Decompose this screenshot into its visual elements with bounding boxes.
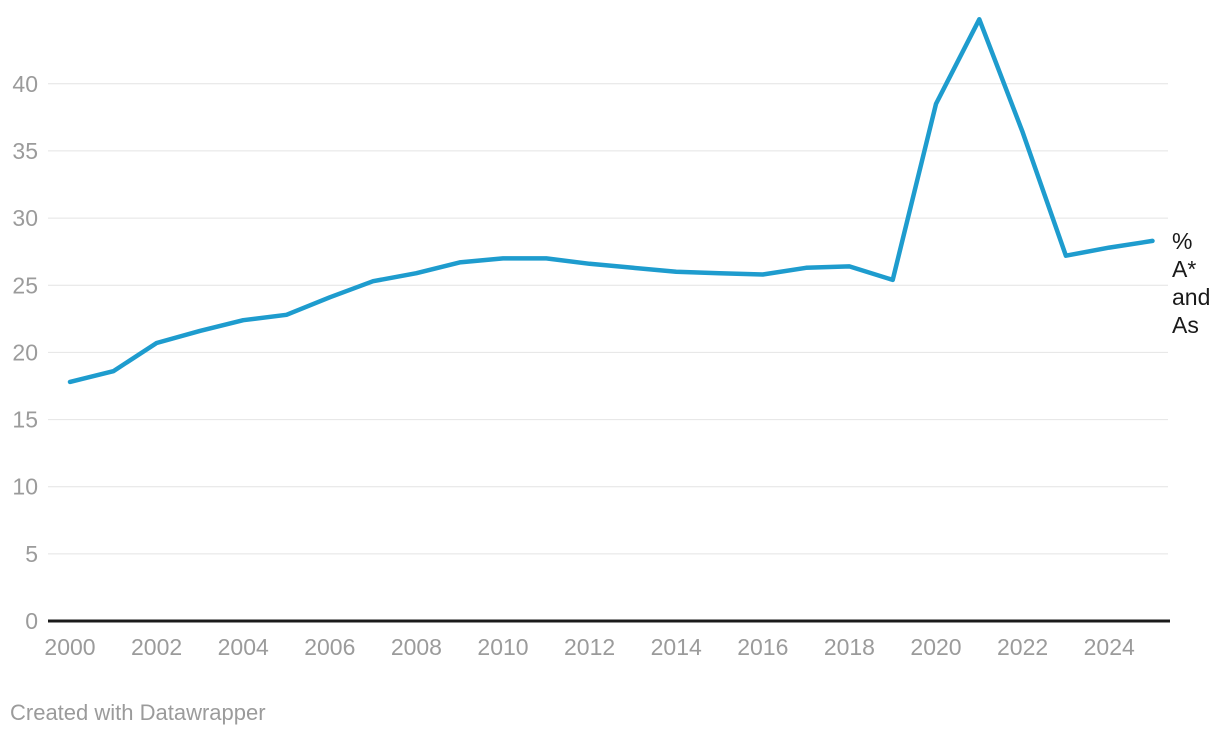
line-chart-canvas: 0 5 10 15 20 25 30 35 40 2000 2002 2004 2006 2008 201… xyxy=(12,17,1210,660)
x-axis-tick-label: 2000 xyxy=(44,634,95,660)
series-label-line: and xyxy=(1172,284,1210,310)
x-axis-labels: 2000 2002 2004 2006 2008 2010 2012 2014 2016 2018… xyxy=(44,634,1135,660)
y-axis-labels: 0 5 10 15 20 25 30 35 40 xyxy=(12,71,38,634)
y-axis-tick-label: 35 xyxy=(12,138,38,164)
y-axis-tick-label: 10 xyxy=(12,474,38,500)
y-axis-tick-label: 40 xyxy=(12,71,38,97)
series-label: % A* and As xyxy=(1172,228,1210,338)
y-axis-tick-label: 30 xyxy=(12,205,38,231)
x-axis-tick-label: 2020 xyxy=(910,634,961,660)
x-axis-tick-label: 2024 xyxy=(1084,634,1135,660)
x-axis-tick-label: 2010 xyxy=(477,634,528,660)
attribution-link[interactable]: Created with Datawrapper xyxy=(10,700,266,725)
x-axis-tick-label: 2002 xyxy=(131,634,182,660)
data-series xyxy=(67,17,1155,385)
series-label-line: A* xyxy=(1172,256,1196,282)
x-axis-tick-label: 2014 xyxy=(651,634,702,660)
x-axis-tick-label: 2006 xyxy=(304,634,355,660)
series-label-line: % xyxy=(1172,228,1192,254)
x-axis-tick-label: 2016 xyxy=(737,634,788,660)
y-axis-tick-label: 20 xyxy=(12,339,38,365)
series-label-line: As xyxy=(1172,312,1199,338)
y-axis-tick-label: 0 xyxy=(25,608,38,634)
data-line xyxy=(67,17,1155,385)
x-axis-tick-label: 2022 xyxy=(997,634,1048,660)
x-axis-tick-label: 2018 xyxy=(824,634,875,660)
gridlines xyxy=(48,83,1168,555)
x-axis-tick-label: 2008 xyxy=(391,634,442,660)
x-axis-tick-label: 2012 xyxy=(564,634,615,660)
y-axis-tick-label: 25 xyxy=(12,272,38,298)
y-axis-tick-label: 15 xyxy=(12,407,38,433)
y-axis-tick-label: 5 xyxy=(25,541,38,567)
x-axis-tick-label: 2004 xyxy=(218,634,269,660)
